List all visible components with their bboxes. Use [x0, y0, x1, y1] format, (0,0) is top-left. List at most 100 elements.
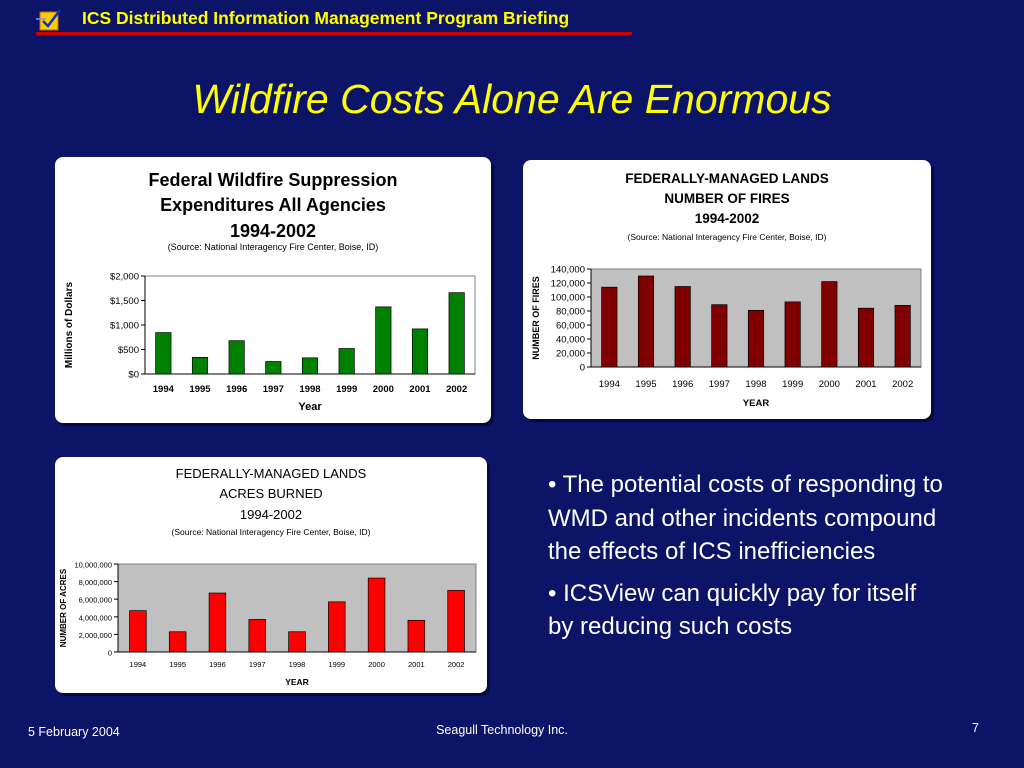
x-tick-label: 1995 [189, 384, 211, 395]
y-tick-label: 20,000 [556, 349, 585, 360]
y-tick-label: 100,000 [551, 293, 585, 304]
chart-title: 1994-2002 [230, 221, 316, 241]
x-tick-label: 2001 [855, 379, 876, 390]
bar [265, 361, 282, 375]
bar [328, 601, 346, 653]
x-tick-label: 1997 [249, 660, 266, 669]
chart-title: 1994-2002 [240, 507, 302, 522]
bar [288, 631, 306, 653]
y-tick-label: 140,000 [551, 265, 585, 276]
x-tick-label: 1994 [599, 379, 620, 390]
x-tick-label: 1998 [745, 379, 766, 390]
y-tick-label: $1,500 [110, 296, 139, 307]
x-tick-label: 1999 [336, 384, 357, 395]
bar [407, 619, 426, 653]
y-tick-label: 2,000,000 [79, 631, 112, 640]
x-tick-label: 1997 [263, 384, 284, 395]
y-axis-label: NUMBER OF FIRES [531, 276, 541, 360]
chart-title: ACRES BURNED [219, 486, 322, 501]
x-tick-label: 2000 [819, 379, 840, 390]
bar [747, 309, 765, 368]
footer-date: 5 February 2004 [28, 725, 120, 739]
x-tick-label: 2002 [448, 660, 465, 669]
bar [711, 304, 728, 368]
chart-title: FEDERALLY-MANAGED LANDS [176, 466, 367, 481]
chart-source-note: (Source: National Interagency Fire Cente… [628, 232, 827, 242]
chart-title: NUMBER OF FIRES [664, 191, 789, 206]
chart-source-note: (Source: National Interagency Fire Cente… [168, 242, 379, 252]
chart-source-note: (Source: National Interagency Fire Cente… [172, 527, 371, 537]
bar [168, 631, 187, 653]
chart-panel-acres-burned: FEDERALLY-MANAGED LANDS ACRES BURNED 1994-… [55, 457, 487, 693]
bullet-item: • ICSView can quickly pay for itself by … [548, 579, 917, 641]
x-axis-label: YEAR [743, 398, 770, 409]
chart-panel-expenditures: Federal Wildfire Suppression Expenditures… [55, 157, 491, 423]
bar [191, 356, 209, 375]
number-of-fires-chart: FEDERALLY-MANAGED LANDS NUMBER OF FIRES 19… [531, 171, 922, 409]
x-tick-label: 1996 [672, 379, 693, 390]
y-tick-label: 40,000 [556, 335, 585, 346]
bar [674, 286, 691, 368]
page-number: 7 [972, 721, 979, 735]
presentation-title: ICS Distributed Information Management P… [82, 8, 570, 28]
x-tick-label: 1995 [169, 660, 186, 669]
bar [301, 357, 319, 375]
x-tick-label: 1996 [226, 384, 247, 395]
x-tick-label: 2000 [373, 384, 394, 395]
chart-title: Expenditures All Agencies [160, 195, 386, 215]
x-tick-label: 1994 [130, 660, 147, 669]
x-tick-label: 1996 [209, 660, 226, 669]
bullet-item: • The potential costs of responding to W… [548, 471, 943, 565]
slide-title: Wildfire Costs Alone Are Enormous [192, 76, 832, 122]
bar [367, 577, 386, 653]
bar [637, 275, 655, 368]
footer-company: Seagull Technology Inc. [436, 723, 568, 737]
y-tick-label: 10,000,000 [74, 561, 112, 570]
x-axis-label: YEAR [285, 677, 309, 687]
x-tick-label: 2001 [408, 660, 425, 669]
y-tick-label: 6,000,000 [79, 596, 112, 605]
x-tick-label: 2002 [892, 379, 913, 390]
x-tick-label: 1998 [289, 660, 306, 669]
bar [448, 292, 465, 375]
bar [894, 305, 911, 368]
bar [338, 348, 355, 375]
bar [228, 340, 245, 375]
bar [447, 590, 465, 653]
expenditures-chart: Federal Wildfire Suppression Expenditures… [64, 170, 476, 413]
bar [821, 281, 838, 368]
chart-title: 1994-2002 [695, 211, 760, 226]
y-axis-label: Millions of Dollars [64, 282, 75, 369]
bullet-list: • The potential costs of responding to W… [548, 468, 948, 652]
x-tick-label: 1999 [328, 660, 345, 669]
y-tick-label: 120,000 [551, 279, 585, 290]
x-axis-label: Year [298, 401, 322, 413]
x-tick-label: 2001 [409, 384, 431, 395]
x-tick-label: 2000 [368, 660, 385, 669]
x-tick-label: 2002 [446, 384, 467, 395]
bar [208, 592, 227, 653]
y-tick-label: 8,000,000 [79, 578, 112, 587]
x-tick-label: 1997 [709, 379, 730, 390]
y-tick-label: 0 [108, 649, 112, 658]
x-tick-label: 1998 [299, 384, 320, 395]
header-divider [36, 32, 632, 35]
y-tick-label: 60,000 [556, 321, 585, 332]
seagull-logo-icon [36, 9, 61, 31]
bar [857, 307, 875, 368]
bar [601, 286, 618, 368]
bar [411, 328, 429, 375]
chart-title: FEDERALLY-MANAGED LANDS [625, 171, 829, 186]
bar [375, 306, 392, 375]
y-tick-label: 80,000 [556, 307, 585, 318]
y-axis-label: NUMBER OF ACRES [59, 568, 68, 647]
y-tick-label: $500 [118, 345, 139, 356]
y-tick-label: $2,000 [110, 272, 139, 283]
bar [784, 301, 801, 368]
x-tick-label: 1995 [635, 379, 656, 390]
bar [129, 610, 147, 653]
y-tick-label: 0 [580, 363, 585, 374]
acres-burned-chart: FEDERALLY-MANAGED LANDS ACRES BURNED 1994-… [59, 466, 477, 687]
bar [248, 619, 266, 653]
y-tick-label: 4,000,000 [79, 613, 112, 622]
